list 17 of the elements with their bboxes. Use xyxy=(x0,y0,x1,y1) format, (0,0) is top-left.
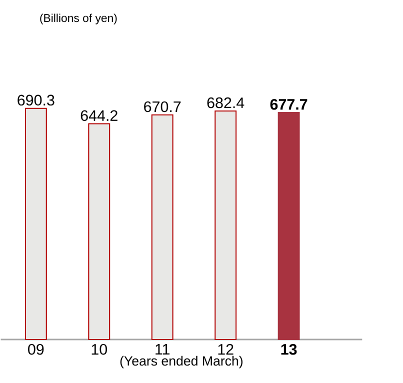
data-label: 682.4 xyxy=(207,97,244,108)
bar xyxy=(24,108,47,340)
bar xyxy=(88,123,110,340)
x-tick-label: 09 xyxy=(28,344,44,355)
x-tick-label: 11 xyxy=(156,344,170,354)
bar xyxy=(278,112,300,340)
x-tick-label: 12 xyxy=(218,344,234,354)
x-tick-label: 13 xyxy=(281,344,297,355)
bar xyxy=(214,110,237,340)
data-label: 677.7 xyxy=(270,98,308,110)
data-label: 644.2 xyxy=(80,110,118,121)
data-label: 690.3 xyxy=(18,94,54,106)
x-axis-title: (Years ended March) xyxy=(120,356,243,368)
x-tick-label: 10 xyxy=(92,344,108,355)
text: (Billions of yen) xyxy=(40,14,117,24)
data-label: 670.7 xyxy=(144,101,181,112)
bar xyxy=(151,114,174,340)
